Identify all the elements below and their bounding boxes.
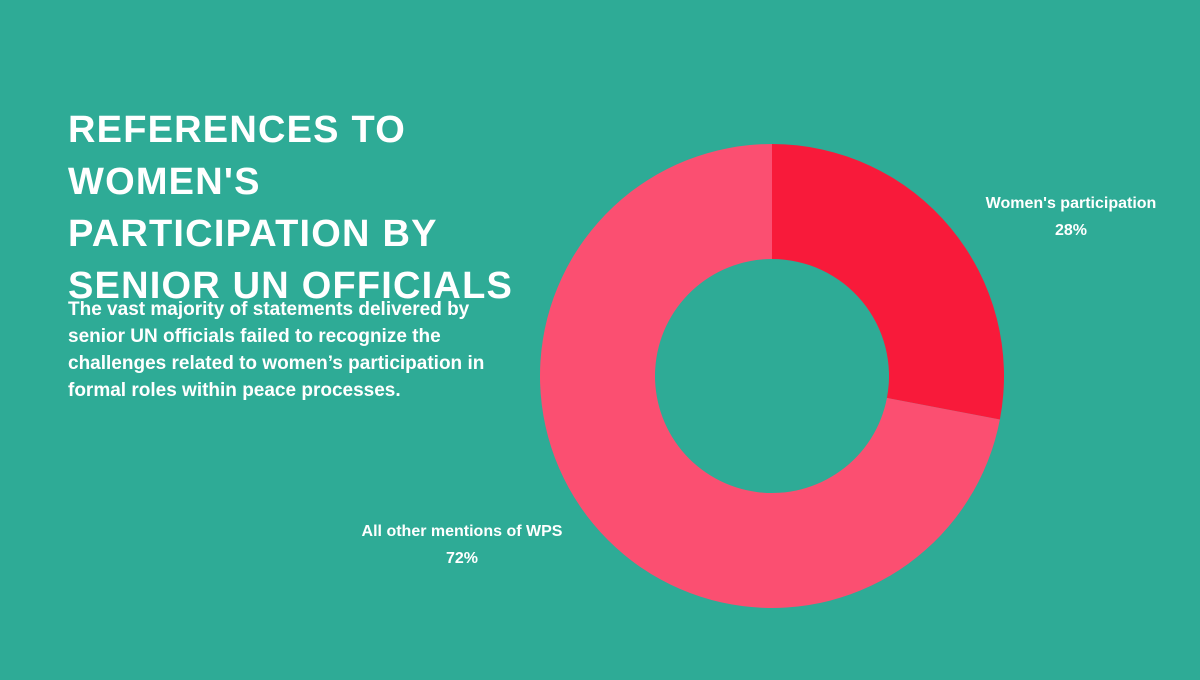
slice-womens-participation: [772, 144, 1004, 420]
slice-value-other-mentions: 72%: [446, 550, 478, 567]
summary-text: The vast majority of statements delivere…: [68, 299, 485, 401]
page-title: REFERENCES TO WOMEN'S PARTICIPATION BY S…: [68, 109, 514, 307]
chart-labels: Women's participation 28% All other ment…: [362, 195, 1157, 567]
slice-other-mentions: [539, 144, 1000, 609]
slice-label-womens-participation: Women's participation: [986, 195, 1157, 212]
slice-label-other-mentions: All other mentions of WPS: [362, 523, 563, 540]
slice-value-womens-participation: 28%: [1055, 222, 1087, 239]
chart-slices: [539, 144, 1004, 609]
